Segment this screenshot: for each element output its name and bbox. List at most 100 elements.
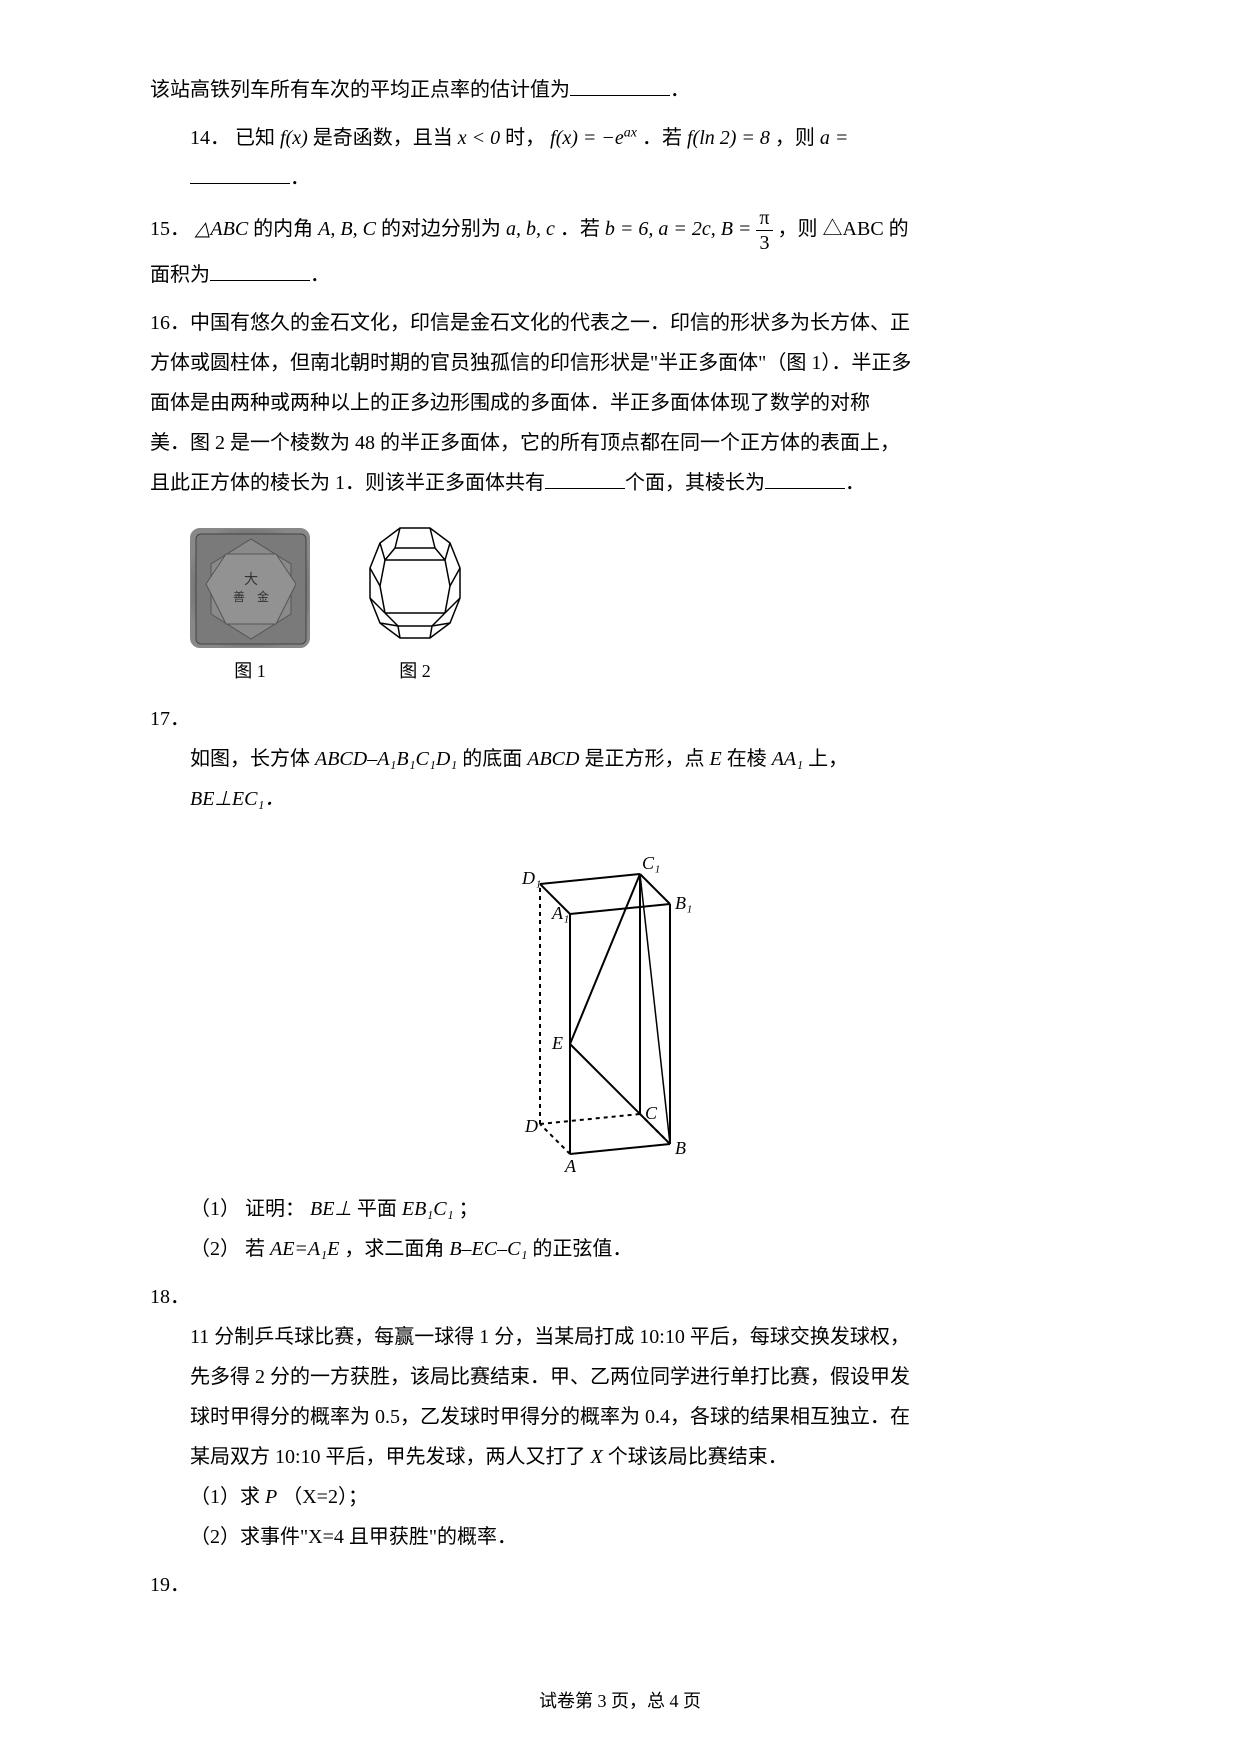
formula: x < 0 bbox=[458, 127, 500, 149]
text: 某局双方 10:10 平后，甲先发球，两人又打了 bbox=[190, 1446, 591, 1468]
svg-text:大: 大 bbox=[244, 572, 258, 588]
problem-13-tail: 该站高铁列车所有车次的平均正点率的估计值为． bbox=[150, 70, 1090, 110]
text: 面积为 bbox=[150, 264, 210, 286]
sub-num: （2） bbox=[190, 1238, 240, 1260]
svg-text:金: 金 bbox=[257, 589, 269, 604]
problem-text-line2: 面积为． bbox=[150, 255, 1090, 295]
figure-2-label: 图 2 bbox=[399, 653, 431, 689]
text: 是正方形，点 bbox=[584, 748, 709, 770]
problem-line4: 某局双方 10:10 平后，甲先发球，两人又打了 X 个球该局比赛结束． bbox=[150, 1437, 1090, 1477]
svg-text:C₁: C₁ bbox=[642, 853, 660, 873]
sub-question-2: （2）求事件"X=4 且甲获胜"的概率． bbox=[150, 1517, 1090, 1557]
text: 个球该局比赛结束． bbox=[608, 1446, 788, 1468]
figure-row: 大 善 金 图 1 bbox=[190, 518, 1090, 689]
cuboid-figure: A B C D A₁ B₁ C₁ D₁ E bbox=[150, 834, 1090, 1174]
text: （X=2）； bbox=[282, 1486, 368, 1508]
formula: f(ln 2) = 8 bbox=[687, 127, 770, 149]
text: ； bbox=[459, 1198, 479, 1220]
sub-question-1: （1） 证明： BE⊥ 平面 EB₁C₁ ； bbox=[150, 1189, 1090, 1229]
polyhedron-svg bbox=[350, 518, 480, 648]
problem-line3: 球时甲得分的概率为 0.5，乙发球时甲得分的概率为 0.4，各球的结果相互独立．… bbox=[150, 1397, 1090, 1437]
text: 如图，长方体 bbox=[190, 748, 315, 770]
text: 的对边分别为 bbox=[381, 218, 506, 240]
number: 19． bbox=[150, 1565, 1090, 1605]
problem-line2: 方体或圆柱体，但南北朝时期的官员独孤信的印信形状是"半正多面体"（图 1）．半正… bbox=[150, 343, 1090, 383]
formula: ABCD bbox=[527, 748, 579, 770]
problem-15: 15． △ABC 的内角 A, B, C 的对边分别为 a, b, c ．若 b… bbox=[150, 206, 1090, 295]
figure-2-container: 图 2 bbox=[350, 518, 480, 689]
text: ，则 △ABC 的 bbox=[778, 218, 909, 240]
number: 14． bbox=[190, 127, 230, 149]
text: 的内角 bbox=[253, 218, 318, 240]
problem-14: 14． 已知 f(x) 是奇函数，且当 x < 0 时， f(x) = −eax… bbox=[150, 118, 1090, 198]
problem-line1: 16．中国有悠久的金石文化，印信是金石文化的代表之一．印信的形状多为长方体、正 bbox=[150, 303, 1090, 343]
text: 的正弦值． bbox=[532, 1238, 632, 1260]
formula: AA₁ bbox=[772, 748, 803, 770]
formula: b = 6, a = 2c, B = bbox=[605, 218, 757, 240]
sub-num: （1） bbox=[190, 1198, 240, 1220]
cuboid-svg: A B C D A₁ B₁ C₁ D₁ E bbox=[510, 834, 730, 1174]
problem-text: 15． △ABC 的内角 A, B, C 的对边分别为 a, b, c ．若 b… bbox=[150, 206, 1090, 255]
denominator: 3 bbox=[756, 231, 772, 255]
number: 16． bbox=[150, 312, 190, 334]
formula: f(x) = −eax bbox=[550, 127, 637, 149]
problem-line4: 美．图 2 是一个棱数为 48 的半正多面体，它的所有顶点都在同一个正方体的表面… bbox=[150, 423, 1090, 463]
blank-line: ． bbox=[150, 158, 1090, 198]
text: 该站高铁列车所有车次的平均正点率的估计值为 bbox=[150, 79, 570, 101]
problem-line2: 先多得 2 分的一方获胜，该局比赛结束．甲、乙两位同学进行单打比赛，假设甲发 bbox=[150, 1357, 1090, 1397]
svg-text:善: 善 bbox=[233, 589, 245, 604]
blank bbox=[570, 76, 670, 96]
text: 个面，其棱长为 bbox=[625, 472, 765, 494]
number: 15． bbox=[150, 218, 190, 240]
svg-text:D₁: D₁ bbox=[521, 868, 541, 888]
text: 平面 bbox=[357, 1198, 402, 1220]
text: 若 bbox=[245, 1238, 270, 1260]
text: ，则 bbox=[775, 127, 820, 149]
problem-intro: 如图，长方体 ABCD–A₁B₁C₁D₁ 的底面 ABCD 是正方形，点 E 在… bbox=[150, 739, 1090, 779]
formula: BE⊥ bbox=[310, 1198, 352, 1220]
text: 在棱 bbox=[727, 748, 772, 770]
svg-text:B₁: B₁ bbox=[675, 893, 692, 913]
text: 的底面 bbox=[462, 748, 527, 770]
svg-text:A₁: A₁ bbox=[551, 903, 569, 923]
svg-text:E: E bbox=[551, 1033, 563, 1053]
problem-16: 16．中国有悠久的金石文化，印信是金石文化的代表之一．印信的形状多为长方体、正 … bbox=[150, 303, 1090, 689]
text: （1）求 bbox=[190, 1486, 265, 1508]
text: ．若 bbox=[560, 218, 605, 240]
problem-17: 17． 如图，长方体 ABCD–A₁B₁C₁D₁ 的底面 ABCD 是正方形，点… bbox=[150, 699, 1090, 1269]
formula: a, b, c bbox=[506, 218, 555, 240]
formula: EB₁C₁ bbox=[402, 1198, 454, 1220]
text: ．若 bbox=[642, 127, 687, 149]
text: 是奇函数，且当 bbox=[313, 127, 458, 149]
page-footer: 试卷第 3 页，总 4 页 bbox=[0, 1683, 1240, 1719]
formula: B–EC–C₁ bbox=[449, 1238, 527, 1260]
blank bbox=[765, 469, 845, 489]
formula: P bbox=[265, 1486, 277, 1508]
sub-question-1: （1）求 P （X=2）； bbox=[150, 1477, 1090, 1517]
text: 时， bbox=[505, 127, 545, 149]
blank bbox=[210, 261, 310, 281]
formula: X bbox=[591, 1446, 603, 1468]
formula: E bbox=[709, 748, 721, 770]
formula: BE⊥EC₁． bbox=[190, 788, 284, 810]
svg-text:D: D bbox=[524, 1116, 538, 1136]
svg-text:B: B bbox=[675, 1138, 686, 1158]
problem-line2: BE⊥EC₁． bbox=[150, 779, 1090, 819]
svg-text:C: C bbox=[645, 1103, 658, 1123]
problem-18: 18． 11 分制乒乓球比赛，每赢一球得 1 分，当某局打成 10:10 平后，… bbox=[150, 1277, 1090, 1557]
problem-text: 该站高铁列车所有车次的平均正点率的估计值为． bbox=[150, 70, 1090, 110]
formula: a = bbox=[820, 127, 849, 149]
figure-1-container: 大 善 金 图 1 bbox=[190, 528, 310, 689]
problem-line5: 且此正方体的棱长为 1．则该半正多面体共有个面，其棱长为． bbox=[150, 463, 1090, 503]
problem-text: 14． 已知 f(x) 是奇函数，且当 x < 0 时， f(x) = −eax… bbox=[150, 118, 1090, 158]
sub-question-2: （2） 若 AE=A₁E ，求二面角 B–EC–C₁ 的正弦值． bbox=[150, 1229, 1090, 1269]
problem-19: 19． bbox=[150, 1565, 1090, 1605]
problem-line1: 11 分制乒乓球比赛，每赢一球得 1 分，当某局打成 10:10 平后，每球交换… bbox=[150, 1317, 1090, 1357]
text: 证明： bbox=[245, 1198, 305, 1220]
figure-1-label: 图 1 bbox=[234, 653, 266, 689]
seal-image: 大 善 金 bbox=[190, 528, 310, 648]
svg-text:A: A bbox=[564, 1156, 577, 1174]
text: ，求二面角 bbox=[344, 1238, 449, 1260]
blank bbox=[545, 469, 625, 489]
problem-line3: 面体是由两种或两种以上的正多边形围成的多面体．半正多面体体现了数学的对称 bbox=[150, 383, 1090, 423]
